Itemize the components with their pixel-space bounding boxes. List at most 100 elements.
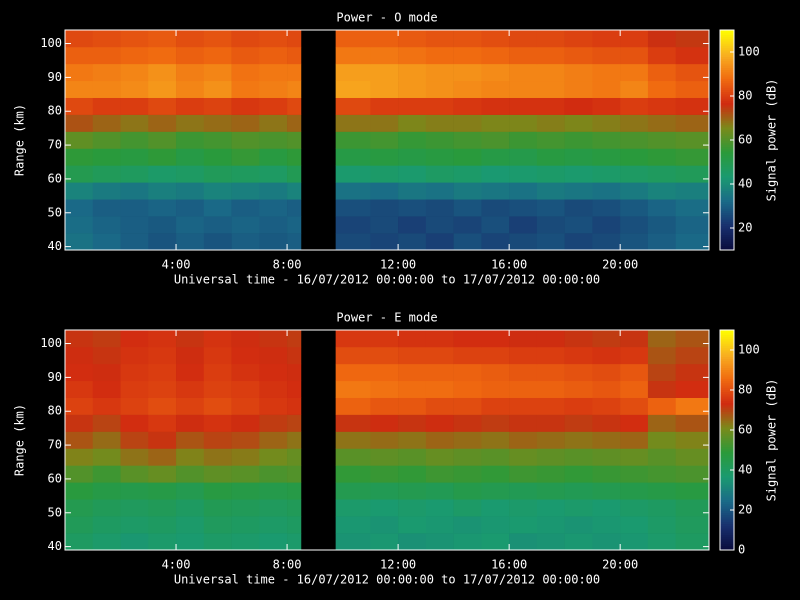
heat-cell bbox=[92, 414, 121, 432]
heat-cell bbox=[453, 114, 482, 132]
heat-cell bbox=[148, 216, 177, 234]
heat-cell bbox=[675, 346, 710, 365]
heat-cell bbox=[425, 63, 454, 82]
colorbar-segment bbox=[720, 162, 734, 165]
colorbar-segment bbox=[720, 510, 734, 514]
heat-cell bbox=[425, 380, 454, 398]
heat-cell bbox=[259, 80, 288, 98]
heat-cell bbox=[647, 46, 676, 65]
x-tick-label: 16:00 bbox=[491, 258, 527, 272]
colorbar-segment bbox=[720, 411, 734, 415]
colorbar-segment bbox=[720, 177, 734, 181]
colorbar-segment bbox=[720, 470, 734, 474]
heat-cell bbox=[453, 330, 482, 348]
heat-cell bbox=[675, 448, 710, 466]
y-tick-label: 100 bbox=[40, 336, 62, 350]
heat-cell bbox=[564, 233, 593, 251]
heat-cell bbox=[148, 414, 177, 432]
heat-cell bbox=[148, 114, 177, 132]
heat-cell bbox=[335, 482, 371, 500]
colorbar-segment bbox=[720, 82, 734, 86]
heat-cell bbox=[481, 182, 510, 200]
heat-cell bbox=[536, 131, 565, 149]
heat-cell bbox=[592, 63, 621, 82]
colorbar-segment bbox=[720, 402, 734, 406]
y-tick-label: 50 bbox=[48, 205, 62, 219]
heat-cell bbox=[287, 448, 302, 466]
heat-cell bbox=[509, 363, 538, 382]
heat-cell bbox=[592, 465, 621, 483]
heat-cell bbox=[203, 165, 232, 183]
heat-cell bbox=[203, 199, 232, 217]
x-tick-label: 4:00 bbox=[162, 258, 191, 272]
heat-cell bbox=[647, 330, 676, 348]
heat-cell bbox=[481, 131, 510, 149]
heat-cell bbox=[176, 499, 205, 517]
colorbar-segment bbox=[720, 170, 734, 174]
heat-cell bbox=[481, 216, 510, 234]
heat-cell bbox=[148, 465, 177, 483]
heat-cell bbox=[92, 380, 121, 398]
colorbar-segment bbox=[720, 54, 734, 57]
heat-cell bbox=[675, 165, 710, 183]
heat-cell bbox=[335, 499, 371, 517]
x-axis-label: Universal time - 16/07/2012 00:00:00 to … bbox=[174, 573, 600, 587]
heat-cell bbox=[370, 499, 399, 517]
colorbar-segment bbox=[720, 241, 734, 244]
heat-cell bbox=[675, 97, 710, 115]
heat-cell bbox=[536, 448, 565, 466]
heat-cell bbox=[592, 30, 621, 48]
colorbar-segment bbox=[720, 330, 734, 333]
heat-cell bbox=[335, 30, 371, 48]
heat-cell bbox=[370, 30, 399, 48]
heat-cell bbox=[176, 380, 205, 398]
heat-cell bbox=[259, 46, 288, 65]
heat-cell bbox=[398, 216, 427, 234]
colorbar-segment bbox=[720, 497, 734, 500]
heat-cell bbox=[231, 97, 260, 115]
heat-cell bbox=[481, 165, 510, 183]
heat-cell bbox=[287, 499, 302, 517]
heat-cell bbox=[92, 216, 121, 234]
heat-cell bbox=[92, 233, 121, 251]
heat-cell bbox=[398, 182, 427, 200]
colorbar-segment bbox=[720, 539, 734, 542]
colorbar-segment bbox=[720, 179, 734, 183]
heat-cell bbox=[592, 363, 621, 382]
colorbar-segment bbox=[720, 49, 734, 53]
heat-cell bbox=[425, 533, 454, 551]
heat-cell bbox=[370, 165, 399, 183]
heat-cell bbox=[120, 46, 149, 65]
colorbar-segment bbox=[720, 80, 734, 84]
heat-cell bbox=[481, 499, 510, 517]
heat-cell bbox=[425, 97, 454, 115]
colorbar-segment bbox=[720, 181, 734, 185]
colorbar-segment bbox=[720, 34, 734, 38]
colorbar-segment bbox=[720, 38, 734, 42]
heat-cell bbox=[92, 148, 121, 166]
heat-cell bbox=[564, 431, 593, 449]
heat-cell bbox=[176, 448, 205, 466]
heat-cell bbox=[148, 165, 177, 183]
heat-cell bbox=[675, 131, 710, 149]
heat-cell bbox=[203, 63, 232, 82]
heat-cell bbox=[259, 330, 288, 348]
colorbar-tick-label: 20 bbox=[738, 221, 752, 235]
heat-cell bbox=[564, 363, 593, 382]
x-axis-label: Universal time - 16/07/2012 00:00:00 to … bbox=[174, 273, 600, 287]
heat-cell bbox=[647, 131, 676, 149]
colorbar-tick-label: 100 bbox=[738, 343, 760, 357]
colorbar-segment bbox=[720, 153, 734, 156]
heat-cell bbox=[481, 431, 510, 449]
heat-cell bbox=[425, 131, 454, 149]
heat-cell bbox=[398, 482, 427, 500]
heat-cell bbox=[335, 330, 371, 348]
heat-cell bbox=[287, 97, 302, 115]
heat-cell bbox=[203, 233, 232, 251]
heat-cell bbox=[592, 533, 621, 551]
heat-cell bbox=[592, 482, 621, 500]
heat-cell bbox=[592, 131, 621, 149]
heat-cell bbox=[120, 148, 149, 166]
heat-cell bbox=[148, 148, 177, 166]
